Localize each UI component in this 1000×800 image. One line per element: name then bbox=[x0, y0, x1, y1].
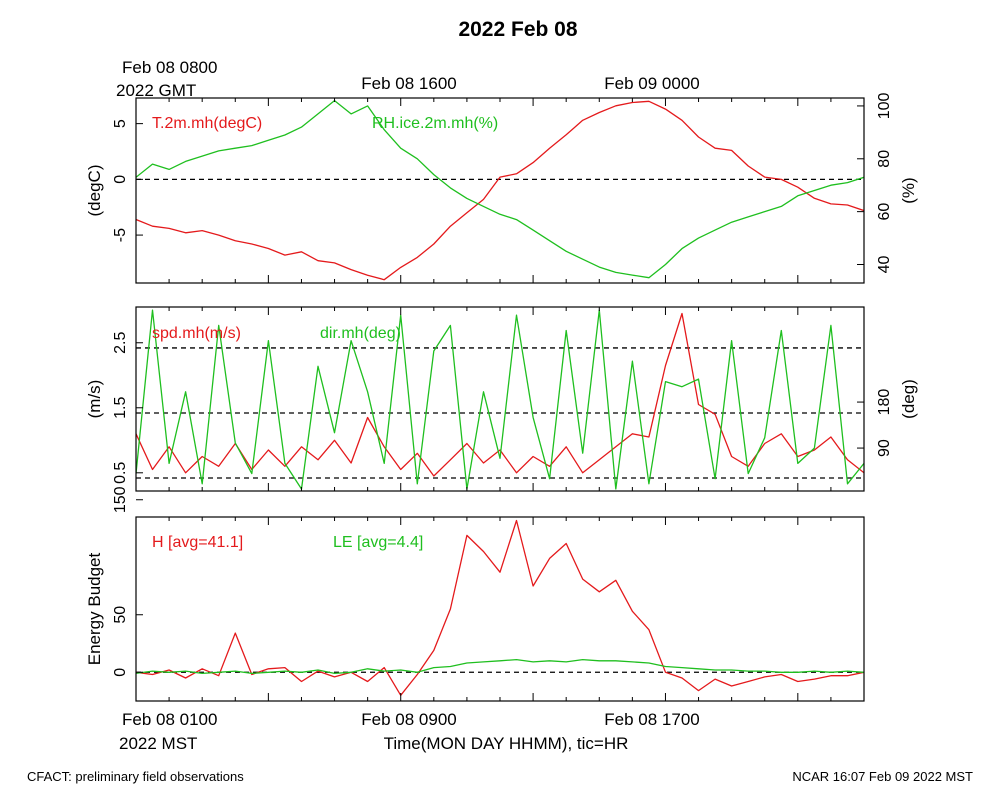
series-line-red bbox=[136, 312, 864, 477]
legend-label: dir.mh(deg) bbox=[320, 325, 401, 342]
y-tick-label: 1.5 bbox=[112, 397, 129, 419]
y-tick-label: 150 bbox=[112, 486, 129, 513]
legend-label: RH.ice.2m.mh(%) bbox=[372, 115, 498, 132]
bottom-axis-year-label: 2022 MST bbox=[119, 734, 197, 753]
y-tick-label: 5 bbox=[112, 119, 129, 128]
y-tick-label-right: 40 bbox=[876, 256, 893, 274]
legend-label: H [avg=41.1] bbox=[152, 534, 243, 551]
energy-budget-panel: 0 50 150 Energy Budget H [avg=41.1] LE [avg=4… bbox=[85, 486, 865, 702]
temperature-rh-panel: 5 0 -5 (degC) 100 80 60 40 (%) T.2m.mh(degC) RH.ic… bbox=[85, 92, 918, 284]
bottom-axis-tick-label: Feb 08 0100 bbox=[122, 710, 217, 729]
top-axis-year-label: 2022 GMT bbox=[116, 81, 196, 100]
y-tick-label: 2.5 bbox=[112, 332, 129, 354]
y-tick-label: 0.5 bbox=[112, 462, 129, 484]
y-tick-label: 0 bbox=[112, 175, 129, 184]
series-lines bbox=[136, 519, 864, 696]
footer-right: NCAR 16:07 Feb 09 2022 MST bbox=[792, 769, 973, 784]
top-axis-tick-label: Feb 08 1600 bbox=[361, 74, 456, 93]
plot-frame bbox=[135, 306, 865, 492]
series-line-green bbox=[136, 309, 864, 490]
y-tick-label: -5 bbox=[112, 228, 129, 242]
y-axis-label-right: (deg) bbox=[899, 379, 918, 419]
y-axis-label-right: (%) bbox=[899, 177, 918, 203]
y-tick-label-right: 100 bbox=[876, 92, 893, 119]
y-axis-label: Energy Budget bbox=[85, 552, 104, 665]
y-tick-label: 50 bbox=[112, 606, 129, 624]
top-axis-tick-label: Feb 08 0800 bbox=[122, 58, 217, 77]
y-tick-label-right: 80 bbox=[876, 150, 893, 168]
x-axis-label: Time(MON DAY HHMM), tic=HR bbox=[384, 734, 629, 753]
y-tick-label: 0 bbox=[112, 668, 129, 677]
chart-title: 2022 Feb 08 bbox=[458, 18, 577, 41]
legend-label: spd.mh(m/s) bbox=[152, 325, 241, 342]
y-tick-label-right: 180 bbox=[876, 389, 893, 416]
bottom-axis-tick-label: Feb 08 0900 bbox=[361, 710, 456, 729]
series-line-green bbox=[136, 99, 864, 279]
y-axis-label: (degC) bbox=[85, 165, 104, 217]
legend-label: T.2m.mh(degC) bbox=[152, 115, 262, 132]
series-line-red bbox=[136, 100, 864, 281]
footer-left: CFACT: preliminary field observations bbox=[27, 769, 244, 784]
y-tick-label-right: 60 bbox=[876, 203, 893, 221]
series-lines bbox=[136, 309, 864, 490]
y-tick-label-right: 90 bbox=[876, 439, 893, 457]
plot-frame bbox=[135, 516, 865, 702]
wind-panel: 2.5 1.5 0.5 (m/s) 180 90 (deg) spd.mh(m/s) dir.m… bbox=[85, 306, 918, 492]
series-line-red bbox=[136, 519, 864, 696]
y-axis-label: (m/s) bbox=[85, 380, 104, 419]
series-lines bbox=[136, 99, 864, 281]
series-line-green bbox=[136, 658, 864, 675]
top-axis-tick-label: Feb 09 0000 bbox=[604, 74, 699, 93]
bottom-axis-tick-label: Feb 08 1700 bbox=[604, 710, 699, 729]
legend-label: LE [avg=4.4] bbox=[333, 534, 423, 551]
